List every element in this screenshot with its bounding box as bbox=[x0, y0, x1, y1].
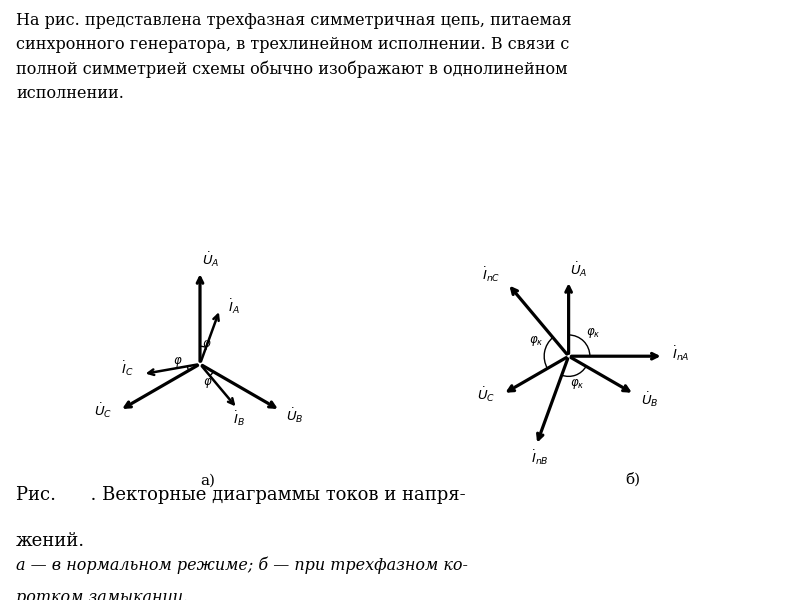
Text: $\dot{U}_B$: $\dot{U}_B$ bbox=[286, 407, 304, 425]
Text: $\dot{I}_{nC}$: $\dot{I}_{nC}$ bbox=[482, 265, 500, 284]
Text: $\varphi_\kappa$: $\varphi_\kappa$ bbox=[529, 334, 543, 348]
Text: $\dot{U}_C$: $\dot{U}_C$ bbox=[477, 385, 495, 404]
Text: $\dot{U}_B$: $\dot{U}_B$ bbox=[641, 390, 658, 409]
Text: а — в нормальном режиме; б — при трехфазном ко-: а — в нормальном режиме; б — при трехфаз… bbox=[16, 557, 468, 574]
Text: На рис. представлена трехфазная симметричная цепь, питаемая
синхронного генерато: На рис. представлена трехфазная симметри… bbox=[16, 12, 572, 102]
Text: $\dot{U}_A$: $\dot{U}_A$ bbox=[202, 250, 219, 269]
Text: ротком замыкании.: ротком замыкании. bbox=[16, 589, 188, 600]
Text: жений.: жений. bbox=[16, 532, 85, 550]
Text: Рис.      . Векторные диаграммы токов и напря-: Рис. . Векторные диаграммы токов и напря… bbox=[16, 486, 466, 504]
Text: $\dot{U}_A$: $\dot{U}_A$ bbox=[570, 260, 587, 279]
Text: $\dot{U}_C$: $\dot{U}_C$ bbox=[94, 401, 113, 420]
Text: $\dot{I}_C$: $\dot{I}_C$ bbox=[122, 359, 134, 378]
Text: $\dot{I}_A$: $\dot{I}_A$ bbox=[228, 298, 239, 316]
Text: $\varphi_\kappa$: $\varphi_\kappa$ bbox=[586, 326, 601, 340]
Text: $\varphi$: $\varphi$ bbox=[203, 376, 213, 391]
Text: $\dot{I}_{nA}$: $\dot{I}_{nA}$ bbox=[672, 344, 690, 362]
Text: а): а) bbox=[201, 474, 215, 488]
Text: $\dot{I}_B$: $\dot{I}_B$ bbox=[233, 410, 245, 428]
Text: $\varphi_\kappa$: $\varphi_\kappa$ bbox=[570, 377, 585, 391]
Text: б): б) bbox=[626, 472, 641, 487]
Text: $\dot{I}_{nB}$: $\dot{I}_{nB}$ bbox=[531, 448, 549, 467]
Text: $\varphi$: $\varphi$ bbox=[202, 338, 212, 352]
Text: $\varphi$: $\varphi$ bbox=[174, 355, 183, 368]
